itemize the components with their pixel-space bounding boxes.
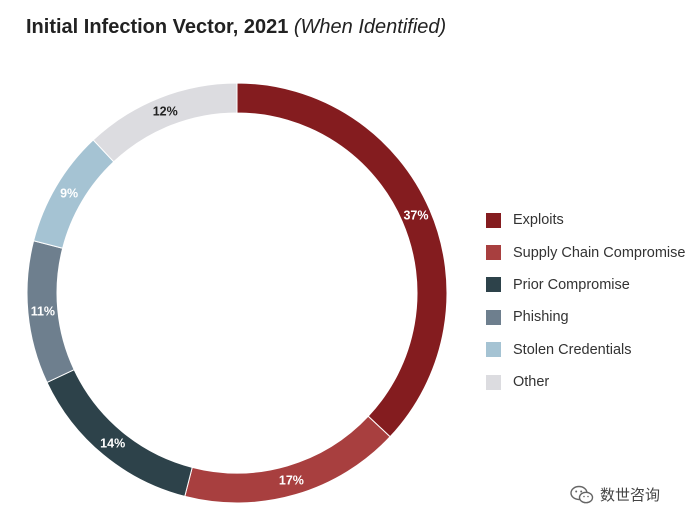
chart-title-subtitle: (When Identified) (293, 16, 447, 38)
legend-swatch (486, 277, 501, 293)
legend-label: Stolen Credentials (513, 341, 632, 358)
legend-swatch (486, 212, 501, 228)
watermark-text: 数世咨询 (600, 487, 661, 504)
slice-exploits (236, 82, 448, 438)
legend-swatch (486, 374, 501, 390)
wechat-icon (570, 485, 594, 503)
legend-item-stolen-credentials: Stolen Credentials (486, 334, 685, 366)
legend-item-other: Other (486, 366, 685, 398)
slice-label-prior-compromise: 14% (100, 436, 125, 450)
slice-label-stolen-credentials: 9% (60, 187, 78, 201)
legend-label: Prior Compromise (513, 276, 630, 293)
slice-label-other: 12% (153, 105, 178, 119)
chart-title-main: Initial Infection Vector, 2021 (26, 16, 289, 38)
legend-swatch (486, 245, 501, 261)
legend-label: Other (513, 374, 550, 391)
slice-supply-chain-compromise (184, 415, 391, 504)
watermark: 数世咨询 (570, 484, 660, 505)
slice-label-exploits: 37% (403, 209, 428, 223)
legend-item-exploits: Exploits (486, 204, 685, 236)
legend-item-supply-chain-compromise: Supply Chain Compromise (486, 236, 685, 268)
legend-label: Supply Chain Compromise (513, 244, 686, 261)
slice-prior-compromise (46, 368, 193, 498)
slice-label-phishing: 11% (31, 304, 55, 318)
chart-title: Initial Infection Vector, 2021 (When Ide… (26, 16, 446, 39)
slice-label-supply-chain-compromise: 17% (279, 473, 304, 487)
legend-item-prior-compromise: Prior Compromise (486, 269, 685, 301)
legend-swatch (486, 342, 501, 358)
legend-swatch (486, 309, 501, 325)
slice-other (92, 82, 238, 163)
legend-item-phishing: Phishing (486, 301, 685, 333)
legend-label: Exploits (513, 212, 564, 229)
chart-legend: Exploits Supply Chain Compromise Prior Com… (486, 204, 685, 398)
legend-label: Phishing (513, 309, 569, 326)
